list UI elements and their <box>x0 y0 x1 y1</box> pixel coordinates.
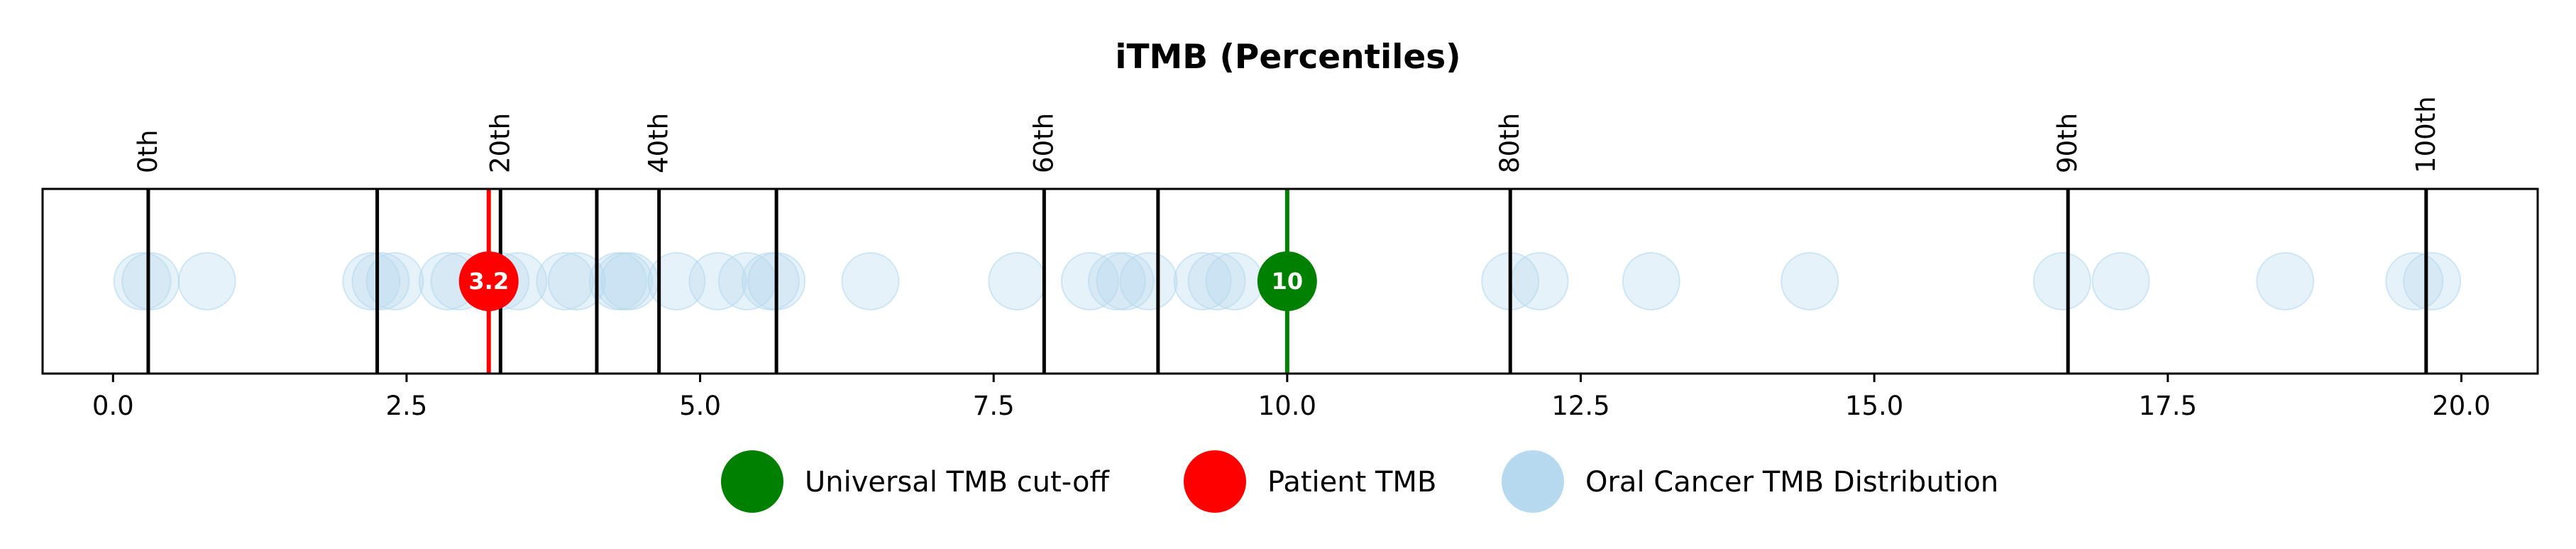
distribution-point <box>2256 252 2315 310</box>
legend-label: Oral Cancer TMB Distribution <box>1585 466 1998 499</box>
distribution-point <box>1060 252 1119 310</box>
percentile-label: 90th <box>2052 113 2083 173</box>
distribution-point <box>1780 252 1839 310</box>
percentile-label: 20th <box>485 113 515 173</box>
x-tick-label: 7.5 <box>973 391 1015 421</box>
universal-cutoff-value-label: 10 <box>1272 268 1304 295</box>
chart-title: iTMB (Percentiles) <box>1115 38 1460 77</box>
distribution-point <box>1096 252 1155 310</box>
legend-marker <box>1184 450 1246 513</box>
patient-tmb-value-label: 3.2 <box>468 268 509 295</box>
distribution-point <box>1510 252 1569 310</box>
distribution-point <box>647 252 706 310</box>
percentile-label: 80th <box>1495 113 1525 173</box>
legend-item: Patient TMB <box>1184 450 1436 513</box>
distribution-point <box>1087 252 1146 310</box>
distribution-point <box>1187 252 1246 310</box>
distribution-point <box>365 252 424 310</box>
distribution-point <box>2032 252 2091 310</box>
x-axis: 0.0 2.5 5.0 7.5 10.0 12.5 15.0 17.5 20.0 <box>92 374 2491 421</box>
x-tick-label: 12.5 <box>1551 391 1609 421</box>
legend: Universal TMB cut-off Patient TMB Oral Can… <box>721 450 1998 513</box>
percentile-label: 100th <box>2411 96 2441 173</box>
x-tick-label: 5.0 <box>679 391 721 421</box>
legend-marker <box>721 450 783 513</box>
percentile-label: 40th <box>644 113 674 173</box>
legend-label: Universal TMB cut-off <box>805 466 1110 499</box>
x-tick-label: 15.0 <box>1845 391 1903 421</box>
distribution-point <box>2091 252 2150 310</box>
percentile-label: 60th <box>1028 113 1059 173</box>
marker-layer: 3.2 10 <box>458 189 1317 374</box>
distribution-point <box>2385 252 2444 310</box>
distribution-point <box>351 252 410 310</box>
patient-tmb-marker <box>458 251 519 311</box>
universal-cutoff-marker <box>1257 251 1317 311</box>
x-tick-label: 10.0 <box>1258 391 1316 421</box>
x-tick-label: 2.5 <box>386 391 428 421</box>
distribution-point <box>1205 252 1264 310</box>
x-tick-label: 0.0 <box>92 391 134 421</box>
distribution-point <box>2403 252 2462 310</box>
legend-item: Universal TMB cut-off <box>721 450 1110 513</box>
distribution-point <box>121 252 180 310</box>
legend-label: Patient TMB <box>1267 466 1436 499</box>
plot-frame <box>41 187 2539 375</box>
legend-item: Oral Cancer TMB Distribution <box>1502 450 1998 513</box>
distribution-point <box>1173 252 1232 310</box>
x-tick-label: 17.5 <box>2139 391 2197 421</box>
distribution-point <box>547 252 606 310</box>
distribution-point <box>536 252 595 310</box>
distribution-point <box>113 252 172 310</box>
percentile-label: 0th <box>133 130 163 174</box>
percentile-lines-layer <box>146 189 2428 374</box>
legend-marker <box>1502 450 1564 513</box>
distribution-point <box>688 252 747 310</box>
distribution-point <box>1622 252 1680 310</box>
distribution-point <box>1119 252 1178 310</box>
distribution-point <box>177 252 236 310</box>
x-tick-label: 20.0 <box>2432 391 2490 421</box>
distribution-point <box>988 252 1047 310</box>
percentile-labels: 0th 20th 40th 60th 80th 90th 100th <box>133 96 2441 173</box>
distribution-point <box>841 252 900 310</box>
distribution-point <box>342 252 401 310</box>
